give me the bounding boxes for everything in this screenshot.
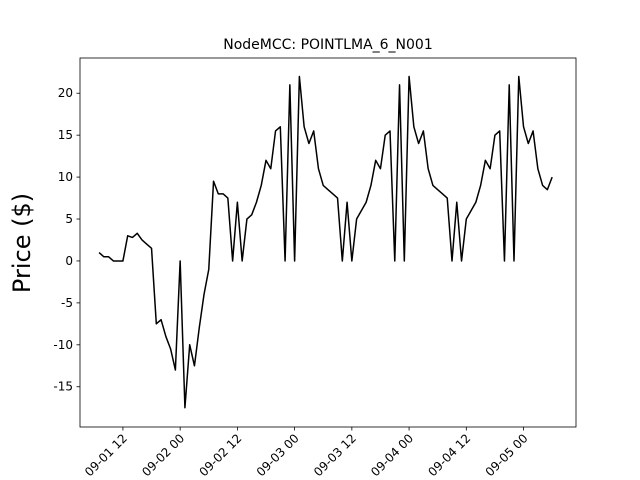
y-tick-label: 15 [58, 128, 73, 142]
y-axis-label: Price ($) [8, 193, 36, 293]
y-tick-label: 20 [58, 86, 73, 100]
y-tick-label: -5 [61, 296, 73, 310]
x-tick-label: 09-04 00 [368, 431, 416, 479]
y-tick-label: -15 [53, 380, 73, 394]
x-tick-label: 09-03 00 [254, 431, 302, 479]
price-line [98, 75, 553, 409]
x-tick-label: 09-02 12 [196, 431, 244, 479]
x-tick-label: 09-05 00 [483, 431, 531, 479]
x-tick-label: 09-02 00 [139, 431, 187, 479]
y-tick-label: 0 [65, 254, 73, 268]
x-tick-label: 09-03 12 [311, 431, 359, 479]
y-tick-label: -10 [53, 338, 73, 352]
x-tick-label: 09-04 12 [425, 431, 473, 479]
chart-title: NodeMCC: POINTLMA_6_N001 [223, 37, 433, 53]
y-tick-label: 10 [58, 170, 73, 184]
x-tick-label: 09-01 12 [82, 431, 130, 479]
y-tick-label: 5 [65, 212, 73, 226]
plot-frame [79, 57, 577, 428]
